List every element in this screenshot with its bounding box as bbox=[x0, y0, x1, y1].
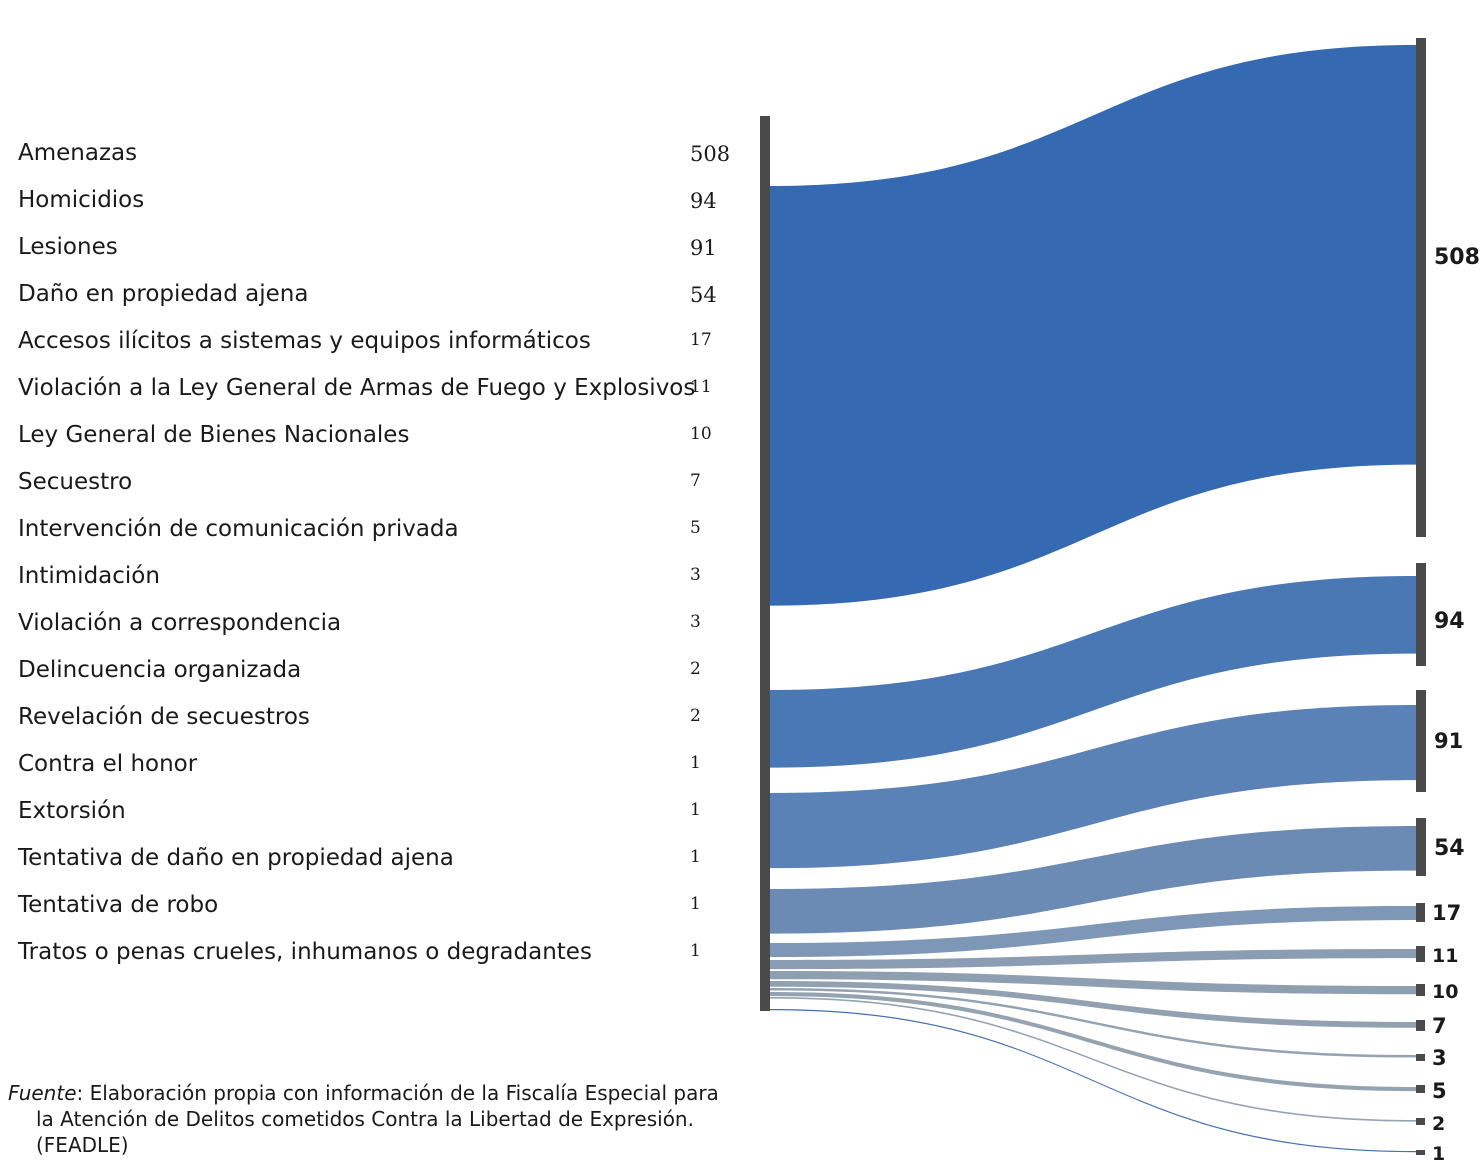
legend-row: Intimidación 3 bbox=[18, 563, 738, 593]
sankey-flow bbox=[770, 992, 1416, 1092]
target-node-label: 7 bbox=[1432, 1014, 1447, 1038]
target-node-bar bbox=[1416, 946, 1425, 962]
legend-category-label: Secuestro bbox=[18, 469, 133, 495]
legend-row: Delincuencia organizada 2 bbox=[18, 657, 738, 687]
sankey-flow bbox=[770, 949, 1416, 970]
legend-category-value: 1 bbox=[690, 753, 701, 773]
sankey-flow bbox=[770, 826, 1416, 934]
target-node-bar bbox=[1416, 903, 1425, 922]
legend-row: Violación a correspondencia 3 bbox=[18, 610, 738, 640]
legend-row: Tentativa de robo 1 bbox=[18, 892, 738, 922]
target-node-label: 17 bbox=[1432, 901, 1461, 925]
target-node-label: 5 bbox=[1432, 1079, 1447, 1103]
source-node-bar bbox=[760, 116, 770, 1011]
legend-category-value: 7 bbox=[690, 471, 701, 491]
target-node-label: 2 bbox=[1432, 1113, 1445, 1135]
target-node-label: 11 bbox=[1432, 945, 1458, 967]
legend-category-label: Intimidación bbox=[18, 563, 160, 589]
target-node-label: 508 bbox=[1434, 245, 1480, 270]
target-node-bar bbox=[1416, 1150, 1425, 1155]
sankey-flow bbox=[770, 981, 1416, 1028]
target-node-label: 1 bbox=[1432, 1143, 1445, 1163]
legend-category-label: Violación a la Ley General de Armas de F… bbox=[18, 375, 696, 401]
target-node-label: 91 bbox=[1434, 729, 1463, 753]
legend-row: Intervención de comunicación privada 5 bbox=[18, 516, 738, 546]
source-note: Fuente: Elaboración propia con informaci… bbox=[8, 1080, 738, 1158]
sankey-flow bbox=[770, 971, 1416, 995]
source-line-2: la Atención de Delitos cometidos Contra … bbox=[36, 1107, 694, 1131]
sankey-flow bbox=[770, 576, 1416, 768]
legend-row: Accesos ilícitos a sistemas y equipos in… bbox=[18, 328, 738, 358]
legend-category-value: 94 bbox=[690, 189, 717, 213]
legend-category-value: 5 bbox=[690, 518, 701, 538]
legend-category-label: Tentativa de robo bbox=[18, 892, 219, 918]
legend-category-value: 508 bbox=[690, 142, 731, 166]
legend-row: Violación a la Ley General de Armas de F… bbox=[18, 375, 738, 405]
sankey-flow bbox=[770, 988, 1416, 1058]
legend-row: Tratos o penas crueles, inhumanos o degr… bbox=[18, 939, 738, 969]
legend-category-label: Homicidios bbox=[18, 187, 145, 213]
legend-category-value: 1 bbox=[690, 847, 701, 867]
legend-row: Contra el honor 1 bbox=[18, 751, 738, 781]
legend-category-label: Daño en propiedad ajena bbox=[18, 281, 309, 307]
legend-category-value: 3 bbox=[690, 612, 701, 632]
legend-category-label: Contra el honor bbox=[18, 751, 198, 777]
legend-category-label: Ley General de Bienes Nacionales bbox=[18, 422, 410, 448]
legend-category-value: 1 bbox=[690, 941, 701, 961]
legend-category-value: 3 bbox=[690, 565, 701, 585]
target-node-bar bbox=[1416, 1020, 1425, 1031]
legend-row: Tentativa de daño en propiedad ajena 1 bbox=[18, 845, 738, 875]
target-node-bar bbox=[1416, 1085, 1425, 1093]
target-node-bar bbox=[1416, 984, 1425, 996]
legend-category-label: Amenazas bbox=[18, 140, 138, 166]
legend-category-label: Revelación de secuestros bbox=[18, 704, 310, 730]
sankey-flow bbox=[770, 45, 1416, 606]
legend-category-value: 1 bbox=[690, 894, 701, 914]
legend-category-label: Violación a correspondencia bbox=[18, 610, 342, 636]
sankey-flow bbox=[770, 997, 1416, 1122]
source-prefix: Fuente bbox=[8, 1081, 77, 1105]
legend-row: Revelación de secuestros 2 bbox=[18, 704, 738, 734]
legend-category-value: 11 bbox=[690, 377, 712, 397]
target-node-bar bbox=[1416, 818, 1426, 876]
target-node-bar bbox=[1416, 563, 1426, 666]
legend-row: Extorsión 1 bbox=[18, 798, 738, 828]
legend-category-label: Intervención de comunicación privada bbox=[18, 516, 459, 542]
target-node-label: 3 bbox=[1432, 1046, 1447, 1070]
sankey-flow bbox=[770, 906, 1416, 958]
target-node-label: 10 bbox=[1432, 981, 1458, 1003]
legend-category-value: 10 bbox=[690, 424, 712, 444]
source-line-1: : Elaboración propia con información de … bbox=[76, 1081, 719, 1105]
legend-category-value: 2 bbox=[690, 706, 701, 726]
target-node-bar bbox=[1416, 1118, 1425, 1125]
sankey-flow bbox=[770, 705, 1416, 869]
legend-category-label: Delincuencia organizada bbox=[18, 657, 302, 683]
legend-row: Homicidios 94 bbox=[18, 187, 738, 217]
legend-category-label: Tratos o penas crueles, inhumanos o degr… bbox=[18, 939, 592, 965]
legend-category-value: 1 bbox=[690, 800, 701, 820]
legend-row: Secuestro 7 bbox=[18, 469, 738, 499]
target-node-label: 94 bbox=[1434, 609, 1465, 634]
legend-row: Daño en propiedad ajena 54 bbox=[18, 281, 738, 311]
target-node-bar bbox=[1416, 38, 1426, 537]
target-node-label: 54 bbox=[1434, 836, 1465, 861]
source-line-3: (FEADLE) bbox=[36, 1133, 129, 1157]
sankey-flow bbox=[770, 1009, 1416, 1153]
legend-row: Ley General de Bienes Nacionales 10 bbox=[18, 422, 738, 452]
target-node-bar bbox=[1416, 1054, 1425, 1061]
legend-category-value: 54 bbox=[690, 283, 717, 307]
legend-row: Lesiones 91 bbox=[18, 234, 738, 264]
legend-row: Amenazas 508 bbox=[18, 140, 738, 170]
legend-category-label: Lesiones bbox=[18, 234, 118, 260]
legend-category-value: 17 bbox=[690, 330, 712, 350]
legend-category-value: 2 bbox=[690, 659, 701, 679]
legend-category-value: 91 bbox=[690, 236, 717, 260]
legend-category-label: Accesos ilícitos a sistemas y equipos in… bbox=[18, 328, 591, 354]
target-node-bar bbox=[1416, 690, 1426, 792]
legend-category-label: Tentativa de daño en propiedad ajena bbox=[18, 845, 454, 871]
legend-category-label: Extorsión bbox=[18, 798, 126, 824]
